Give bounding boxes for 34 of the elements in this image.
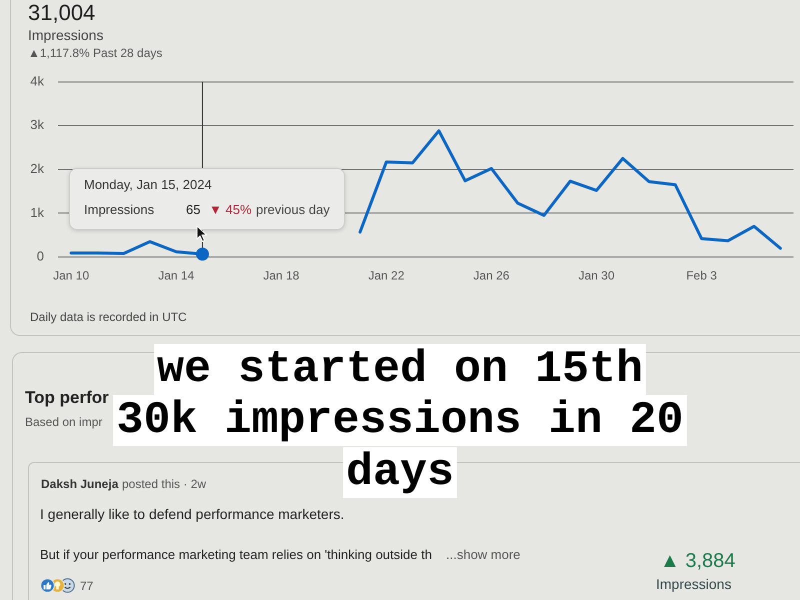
text: we started on 15th xyxy=(154,344,646,395)
y-tick-label: 0 xyxy=(36,248,44,264)
text: Impressions xyxy=(656,576,732,593)
y-tick-label: 1k xyxy=(30,204,44,220)
x-tick-label: Jan 14 xyxy=(158,268,195,283)
text: 30k impressions in 20 xyxy=(113,395,687,446)
x-tick-label: Jan 26 xyxy=(473,268,510,283)
text: Daksh Juneja xyxy=(41,477,118,492)
x-tick-label: Feb 3 xyxy=(686,268,718,283)
annotation: previous day xyxy=(256,202,330,218)
text: I generally like to defend performance marketers. xyxy=(40,506,344,523)
text: days xyxy=(342,447,458,498)
text: ▲ 3,884 xyxy=(660,549,736,573)
text: But if your performance marketing team relies on 'thinking outside th xyxy=(40,547,432,563)
annotation: ▼ 45% xyxy=(209,202,252,218)
y-tick-label: 4k xyxy=(30,73,44,88)
text: Daily data is recorded in UTC xyxy=(30,310,187,324)
text: posted this · 2w xyxy=(122,477,206,492)
y-tick-label: 3k xyxy=(30,117,44,132)
chart-subtitle: Impressions xyxy=(28,27,104,44)
annotation: 65 xyxy=(186,202,200,218)
text: Based on impr xyxy=(25,415,102,430)
x-tick-label: Jan 30 xyxy=(578,268,615,283)
annotation: Monday, Jan 15, 2024 xyxy=(84,177,212,193)
y-tick-label: 2k xyxy=(30,160,44,176)
text: 77 xyxy=(80,579,94,594)
x-tick-label: Jan 10 xyxy=(53,268,90,283)
chart-title: 31,004 xyxy=(28,0,96,26)
x-tick-label: Jan 18 xyxy=(263,268,300,283)
text: ...show more xyxy=(446,547,520,563)
text: Top perfor xyxy=(25,388,109,408)
annotation: Impressions xyxy=(84,202,154,218)
text: ▲1,117.8% Past 28 days xyxy=(28,46,162,60)
x-tick-label: Jan 22 xyxy=(368,268,405,283)
